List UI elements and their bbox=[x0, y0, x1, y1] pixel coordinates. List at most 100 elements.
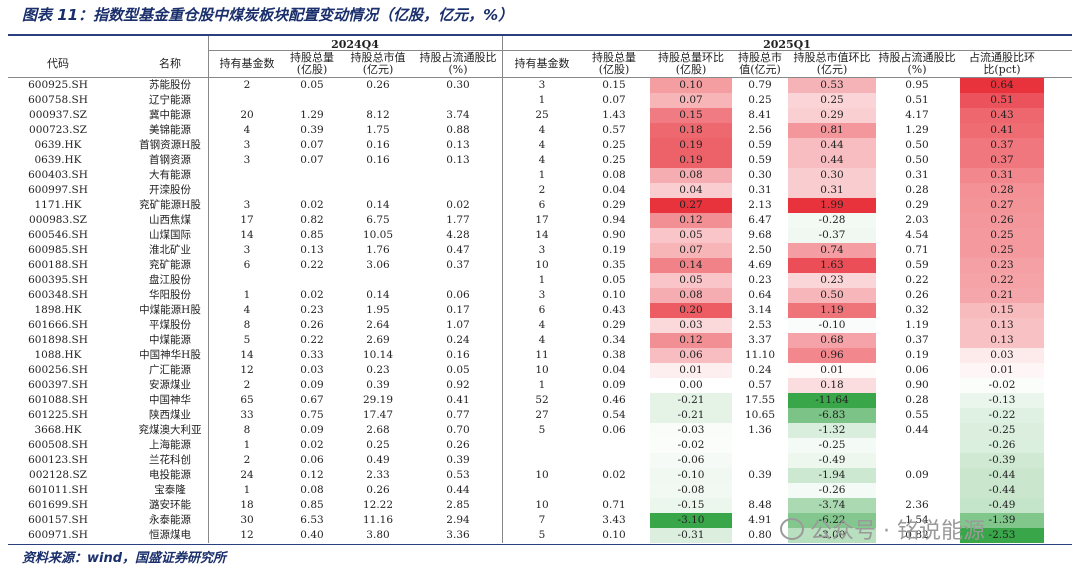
table-cell: 0.55 bbox=[905, 409, 929, 421]
table-cell bbox=[216, 93, 278, 108]
stock-name: 山煤国际 bbox=[149, 229, 191, 241]
column-header-q4-1: 持股总量 (亿股) bbox=[284, 52, 340, 76]
table-cell: 0.85 bbox=[300, 229, 324, 241]
table-row: 0639.HK 首钢资源 3 0.07 0.16 0.13 4 0.25 0.19 0.59 0.4… bbox=[0, 153, 1080, 168]
table-cell: 3.43 bbox=[602, 514, 626, 526]
figure-title: 图表 11：指数型基金重仓股中煤炭板块配置变动情况（亿股，亿元，%） bbox=[22, 6, 514, 24]
table-cell: 2.64 bbox=[366, 319, 390, 331]
column-header-q1-5: 持股总量 (亿股) bbox=[583, 52, 645, 76]
column-header-line: (亿股) bbox=[598, 63, 630, 76]
table-cell: 24 bbox=[240, 469, 254, 481]
stock-code: 601011.SH bbox=[28, 484, 88, 496]
stock-code: 600508.SH bbox=[28, 439, 88, 451]
table-cell: 0.14 bbox=[366, 289, 390, 301]
column-header-q1-8: 持股总市值环比 (亿元) bbox=[788, 52, 876, 76]
table-cell: 0.06 bbox=[602, 424, 626, 436]
table-cell: 27 bbox=[535, 409, 549, 421]
table-row: 1088.HK 中国神华H股 14 0.33 10.14 0.16 11 0.38 0.06 11… bbox=[0, 348, 1080, 363]
table-cell: 11.10 bbox=[744, 349, 776, 361]
stock-code: 600348.SH bbox=[28, 289, 88, 301]
table-cell: 0.47 bbox=[446, 244, 470, 256]
table-cell: 0.74 bbox=[788, 243, 876, 258]
table-cell bbox=[284, 183, 340, 198]
table-cell: -0.49 bbox=[788, 453, 876, 468]
table-cell: 0.39 bbox=[446, 454, 470, 466]
table-cell: 33 bbox=[240, 409, 254, 421]
table-cell: 0.18 bbox=[788, 378, 876, 393]
header-rule bbox=[8, 77, 1072, 78]
stock-code: 600123.SH bbox=[28, 454, 88, 466]
table-cell: 0.05 bbox=[650, 273, 732, 288]
table-cell: 0.12 bbox=[300, 469, 324, 481]
stock-name: 广汇能源 bbox=[149, 364, 191, 376]
table-cell: 4 bbox=[538, 124, 546, 136]
table-cell: 1.76 bbox=[366, 244, 390, 256]
table-cell: 0.35 bbox=[602, 259, 626, 271]
table-row: 1898.HK 中煤能源H股 4 0.23 1.95 0.17 6 0.43 0.20 3.14 1… bbox=[0, 303, 1080, 318]
table-cell: 0.12 bbox=[650, 213, 732, 228]
table-row: 000723.SZ 美锦能源 4 0.39 1.75 0.88 4 0.57 0.18 2.56 0… bbox=[0, 123, 1080, 138]
stock-code: 601225.SH bbox=[28, 409, 88, 421]
table-cell: 0.07 bbox=[300, 139, 324, 151]
table-cell: 30 bbox=[240, 514, 254, 526]
table-cell bbox=[417, 168, 499, 183]
table-cell: 0.23 bbox=[300, 304, 324, 316]
table-cell: 0.26 bbox=[960, 213, 1044, 228]
table-cell: 0.27 bbox=[650, 198, 732, 213]
table-cell: 1 bbox=[538, 379, 546, 391]
table-cell: 1.99 bbox=[788, 198, 876, 213]
table-cell: 0.37 bbox=[960, 138, 1044, 153]
table-cell: 2.53 bbox=[748, 319, 772, 331]
table-cell: 3 bbox=[243, 154, 251, 166]
stock-code: 1171.HK bbox=[34, 199, 82, 211]
table-row: 000937.SZ 冀中能源 20 1.29 8.12 3.74 25 1.43 0.15 8.4… bbox=[0, 108, 1080, 123]
stock-name: 盘江股份 bbox=[149, 274, 191, 286]
table-cell: 0.10 bbox=[602, 529, 626, 541]
table-cell: 0.25 bbox=[602, 139, 626, 151]
table-cell: 0.44 bbox=[905, 424, 929, 436]
table-cell: -1.32 bbox=[788, 423, 876, 438]
table-cell: 0.53 bbox=[788, 78, 876, 93]
table-cell: 0.25 bbox=[366, 439, 390, 451]
table-cell: 4.54 bbox=[905, 229, 929, 241]
table-cell: 0.09 bbox=[905, 469, 929, 481]
table-cell: 0.77 bbox=[446, 409, 470, 421]
table-cell: 3 bbox=[538, 79, 546, 91]
table-cell: 14 bbox=[535, 229, 549, 241]
table-cell: 0.43 bbox=[602, 304, 626, 316]
table-cell: 10.14 bbox=[362, 349, 394, 361]
table-cell: 0.16 bbox=[366, 139, 390, 151]
table-cell: 4.28 bbox=[446, 229, 470, 241]
table-cell: 9.68 bbox=[748, 229, 772, 241]
stock-name: 中煤能源 bbox=[149, 334, 191, 346]
table-cell: 0.59 bbox=[748, 154, 772, 166]
table-cell: 0.37 bbox=[446, 259, 470, 271]
table-cell: 17.55 bbox=[744, 394, 776, 406]
column-header-q1-9: 持股占流通股比 (%) bbox=[878, 52, 956, 76]
table-cell bbox=[583, 453, 645, 468]
table-cell: 0.53 bbox=[446, 469, 470, 481]
table-cell: 4 bbox=[538, 319, 546, 331]
table-row: 600395.SH 盘江股份 1 0.05 0.05 0.23 0.23 0.22 0.22 bbox=[0, 273, 1080, 288]
stock-code: 000723.SZ bbox=[29, 124, 87, 136]
table-cell: 0.00 bbox=[679, 379, 703, 391]
table-cell: 0.02 bbox=[446, 199, 470, 211]
table-cell: 0.17 bbox=[446, 304, 470, 316]
stock-code: 1898.HK bbox=[34, 304, 82, 316]
table-cell: 0.06 bbox=[446, 289, 470, 301]
table-cell: -6.83 bbox=[788, 408, 876, 423]
stock-name: 平煤股份 bbox=[149, 319, 191, 331]
table-cell: 1 bbox=[243, 439, 251, 451]
table-cell: 12 bbox=[240, 364, 254, 376]
table-cell: 2.68 bbox=[366, 424, 390, 436]
stock-code: 002128.SZ bbox=[29, 469, 87, 481]
source-note: 资料来源：wind，国盛证券研究所 bbox=[22, 551, 227, 566]
table-cell: 0.50 bbox=[788, 288, 876, 303]
table-cell: 0.13 bbox=[960, 333, 1044, 348]
table-row: 002128.SZ 电投能源 24 0.12 2.33 0.53 10 0.02 -0.10 0.… bbox=[0, 468, 1080, 483]
table-cell: 0.19 bbox=[905, 349, 929, 361]
table-cell: 0.68 bbox=[788, 333, 876, 348]
wechat-icon bbox=[780, 518, 804, 540]
table-cell: -1.39 bbox=[960, 513, 1044, 528]
table-cell: 4.69 bbox=[748, 259, 772, 271]
